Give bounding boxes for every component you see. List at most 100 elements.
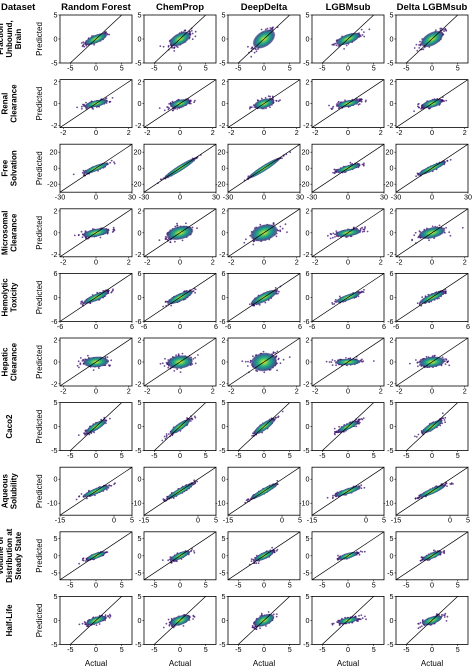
data-point [449,158,452,161]
data-point [92,369,95,371]
model-header-chemprop: ChemProp [156,2,204,13]
data-point [366,230,369,233]
data-point [269,106,271,109]
data-point [84,230,87,233]
y-tick-label: 2 [306,206,310,215]
data-point [72,173,75,176]
data-point [349,161,352,164]
data-point [249,106,252,109]
data-point [92,108,94,110]
data-point [176,46,179,48]
dataset-label-hemolytic-toxicity: Hemolytic Toxicity [1,278,19,317]
y-tick-label: 2 [54,77,58,86]
data-point [176,224,179,227]
dataset-label-fraction-unbound-brain: Fraction Unbound, Brain [0,20,23,57]
x-tick-label: 6 [298,322,302,331]
data-point [276,350,279,353]
data-point [194,99,196,102]
x-tick-label: -2 [312,128,318,137]
x-tick-label: 0 [430,64,434,73]
y-tick-label: 2 [306,77,310,86]
data-point [159,45,162,47]
y-tick-label: 2 [222,77,226,86]
data-point [333,303,336,305]
y-axis-label: Predicted [35,151,44,185]
data-point [337,107,340,110]
panel-free-solvation-lgbmsub: 200-20-30 0 30 [299,143,388,202]
dataset-label-line: Hepatic [1,347,10,376]
y-axis-label: Predicted [35,216,44,250]
identity-line [60,338,132,386]
data-point [79,357,82,359]
data-point [360,28,363,31]
x-tick-label: 0 [346,64,350,73]
data-point [361,226,363,229]
data-point [192,358,195,360]
y-tick-label: 20 [302,148,310,157]
data-point [364,227,366,230]
data-point [163,109,166,112]
data-point [363,162,365,165]
data-point [85,107,88,110]
data-point [332,236,334,239]
data-point [328,104,330,107]
identity-line [406,15,458,63]
data-point [177,353,180,356]
x-tick-label: 5 [288,64,292,73]
data-point [164,301,167,303]
y-tick-label: 0 [138,293,142,302]
data-point [112,226,115,229]
y-tick-label: 0 [138,164,142,173]
y-tick-label: -6 [219,317,225,326]
x-tick-label: 0 [94,387,98,396]
data-point [171,46,174,49]
data-point [418,44,420,46]
data-point [81,360,84,362]
panel-hemolytic-toxicity-lgbmsub: 60-6-6 0 6 [303,269,386,331]
identity-line [144,338,216,386]
x-tick-label: 0 [94,64,98,73]
x-tick-label: 2 [463,257,467,266]
data-point [80,230,83,233]
y-tick-label: 6 [222,269,226,278]
data-point [175,354,178,357]
x-tick-label: -6 [225,322,231,331]
data-point [245,238,247,241]
data-point [331,43,334,46]
data-point [417,236,420,239]
y-tick-label: -6 [135,317,141,326]
y-tick-label: 0 [222,35,226,44]
y-tick-label: 20 [218,148,226,157]
data-point [194,288,197,291]
data-point [289,151,292,154]
data-point [172,109,175,112]
dataset-label-line: Solvation [10,150,19,186]
model-header-deepdelta: DeepDelta [241,2,288,13]
data-point [274,287,277,289]
y-tick-label: -5 [387,59,393,68]
data-point [446,159,449,162]
dataset-label-renal-clearance: Renal Clearance [1,84,19,123]
panel-microsomal-clearance-deepdelta: 20-2-2 0 2 [219,206,301,266]
data-point [190,29,193,32]
data-point [364,226,366,228]
panel-hepatic-clearance-chemprop: 20-2-2 0 2 [135,336,217,396]
data-point [445,99,448,102]
x-tick-label: 0 [262,128,266,137]
x-tick-label: -2 [228,128,234,137]
data-point [104,31,106,34]
data-point [248,107,251,110]
y-tick-label: 2 [54,336,58,345]
data-point [256,99,259,102]
data-point [109,161,111,164]
identity-line [60,144,132,193]
data-point [260,97,263,100]
data-point [262,350,265,353]
data-point [159,362,162,365]
y-tick-label: 20 [386,148,394,157]
y-tick-label: 0 [138,35,142,44]
x-tick-label: -6 [57,322,63,331]
data-point [343,48,345,50]
data-point [108,364,110,366]
